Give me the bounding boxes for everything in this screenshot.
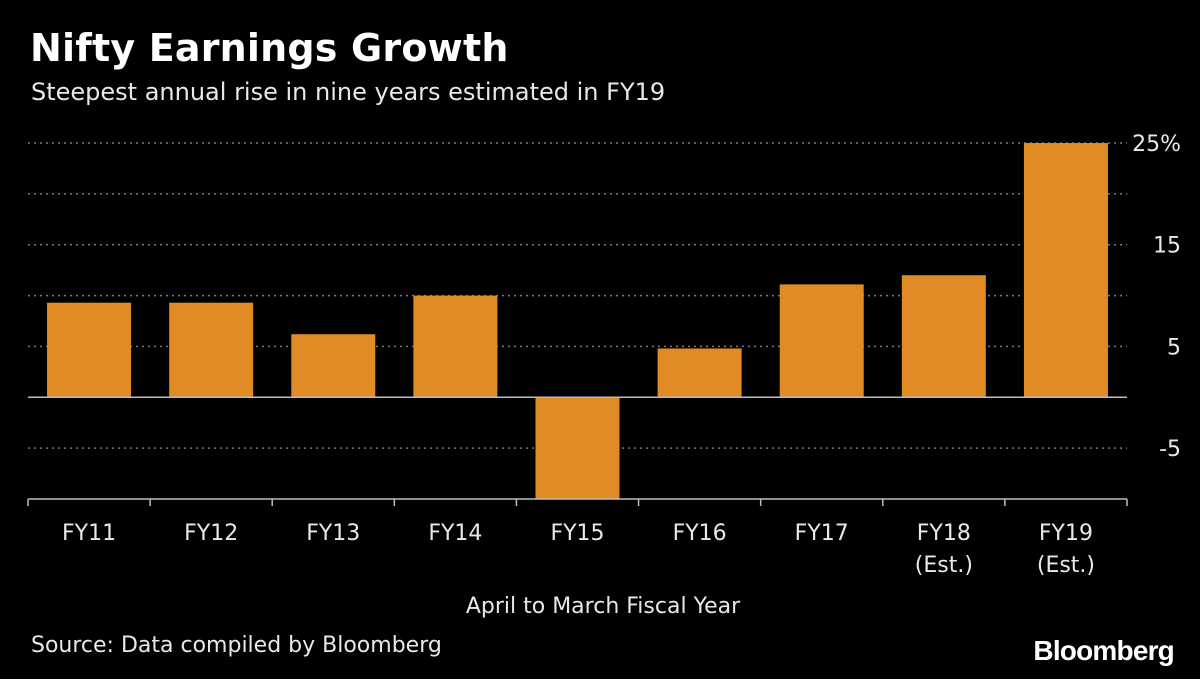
x-tick-label: FY16	[673, 521, 727, 546]
bars	[47, 143, 1108, 499]
chart-title: Nifty Earnings Growth	[30, 26, 509, 70]
bar	[169, 302, 254, 398]
bar	[535, 397, 620, 499]
bar	[657, 348, 742, 398]
bar	[1023, 143, 1108, 398]
x-tick-labels: FY11 FY12 FY13 FY14 FY15 FY16 FY17 FY18 (Est.) FY…	[62, 521, 1095, 578]
x-tick-label: FY17	[795, 521, 849, 546]
x-tick-label: FY12	[184, 521, 238, 546]
bloomberg-logo: Bloomberg	[1033, 635, 1174, 666]
bar	[291, 334, 376, 398]
bar	[779, 284, 864, 398]
x-axis	[27, 396, 1128, 506]
source-note: Source: Data compiled by Bloomberg	[31, 633, 442, 658]
x-tick-label: FY13	[306, 521, 360, 546]
y-tick-label: 15	[1153, 234, 1181, 259]
x-tick-label: FY14	[428, 521, 482, 546]
x-axis-label: April to March Fiscal Year	[466, 594, 741, 619]
y-tick-label: 5	[1167, 335, 1181, 360]
y-tick-labels: -5 5 15 25%	[1132, 132, 1181, 462]
x-tick-label: FY18 (Est.)	[915, 521, 973, 578]
bar	[413, 295, 498, 398]
chart-subtitle: Steepest annual rise in nine years estim…	[31, 78, 666, 106]
y-tick-label: 25%	[1132, 132, 1181, 157]
x-tick-label: FY11	[62, 521, 116, 546]
x-tick-label: FY15	[550, 521, 604, 546]
bar	[901, 275, 986, 398]
bar	[47, 302, 132, 398]
y-tick-label: -5	[1159, 437, 1181, 462]
x-tick-label: FY19 (Est.)	[1037, 521, 1095, 578]
